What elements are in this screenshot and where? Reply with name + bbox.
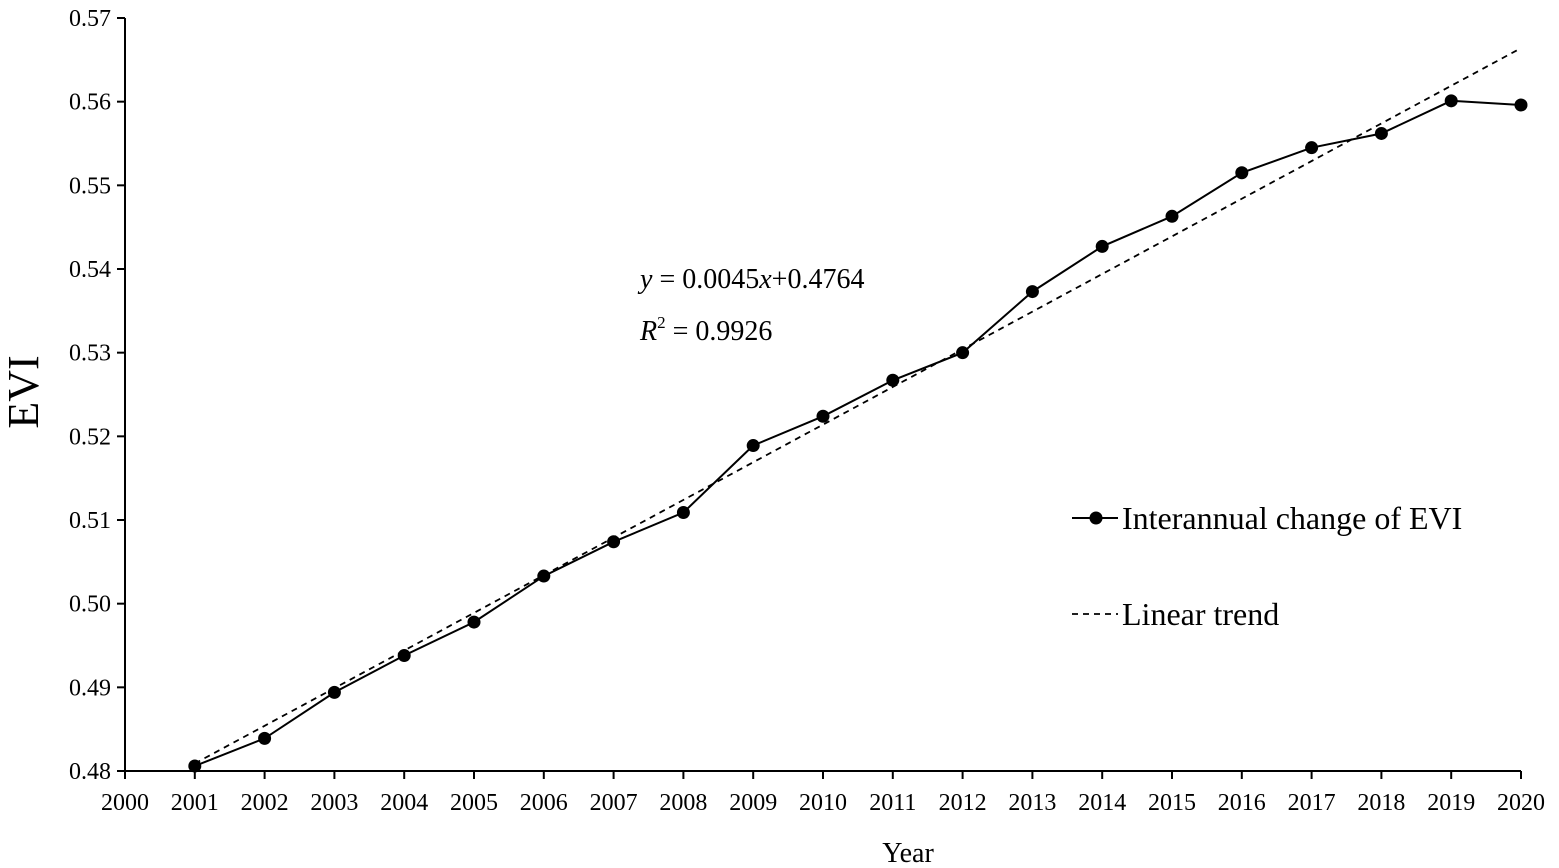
y-tick-label: 0.50 [69, 592, 111, 618]
x-tick-label: 2018 [1357, 790, 1405, 816]
trend-series [194, 47, 1522, 765]
legend-label-evi: Interannual change of EVI [1122, 500, 1462, 536]
y-tick-label: 0.55 [69, 173, 111, 199]
legend: Interannual change of EVI Linear trend [1072, 500, 1462, 632]
evi-data-point-2006 [537, 569, 551, 583]
x-tick-label: 2007 [590, 790, 638, 816]
x-tick-label: 2009 [729, 790, 777, 816]
evi-data-point-2008 [676, 505, 690, 519]
x-tick-label: 2019 [1427, 790, 1475, 816]
evi-data-point-2003 [327, 685, 341, 699]
y-tick-label: 0.54 [69, 257, 111, 283]
x-tick-label: 2000 [101, 790, 149, 816]
evi-data-point-2017 [1305, 141, 1319, 155]
y-tick-label: 0.48 [69, 759, 111, 785]
y-tick-label: 0.57 [69, 6, 111, 32]
x-tick-label: 2014 [1078, 790, 1126, 816]
x-tick-label: 2004 [380, 790, 428, 816]
evi-data-point-2010 [816, 409, 830, 423]
evi-data-point-2011 [886, 373, 900, 387]
x-tick-label: 2001 [171, 790, 219, 816]
legend-marker-evi [1089, 511, 1103, 525]
axes [124, 18, 1521, 772]
x-tick-label: 2006 [520, 790, 568, 816]
regression-equation: y = 0.0045x+0.4764 [637, 264, 864, 295]
x-tick-label: 2003 [310, 790, 358, 816]
r-squared-label: R2 = 0.9926 [639, 313, 772, 347]
x-axis-ticks: 2000 2001 2002 2003 2004 2005 2006 2007 2008 2009… [101, 771, 1545, 816]
x-tick-label: 2013 [1008, 790, 1056, 816]
evi-series [188, 94, 1528, 773]
x-tick-label: 2010 [799, 790, 847, 816]
y-tick-label: 0.51 [69, 508, 111, 534]
evi-data-point-2015 [1165, 209, 1179, 223]
x-tick-label: 2020 [1497, 790, 1545, 816]
x-axis-title: Year [882, 838, 934, 868]
evi-data-point-2002 [258, 731, 272, 745]
evi-data-point-2020 [1514, 98, 1528, 112]
evi-data-point-2014 [1095, 239, 1109, 253]
x-tick-label: 2016 [1218, 790, 1266, 816]
x-tick-label: 2005 [450, 790, 498, 816]
x-tick-label: 2011 [869, 790, 916, 816]
legend-label-trend: Linear trend [1122, 596, 1279, 632]
x-tick-label: 2017 [1288, 790, 1336, 816]
y-tick-label: 0.56 [69, 90, 111, 116]
y-axis-title: EVI [0, 355, 48, 428]
x-tick-label: 2002 [241, 790, 289, 816]
evi-data-point-2018 [1374, 126, 1388, 140]
x-tick-label: 2012 [939, 790, 987, 816]
evi-data-point-2019 [1444, 94, 1458, 108]
evi-data-point-2012 [956, 346, 970, 360]
evi-data-point-2001 [188, 759, 202, 773]
evi-data-point-2004 [397, 649, 411, 663]
evi-data-point-2005 [467, 615, 481, 629]
y-tick-label: 0.49 [69, 675, 111, 701]
evi-data-point-2013 [1025, 285, 1039, 299]
evi-data-point-2009 [746, 439, 760, 453]
x-tick-label: 2015 [1148, 790, 1196, 816]
y-tick-label: 0.52 [69, 424, 111, 450]
y-tick-label: 0.53 [69, 341, 111, 367]
evi-series-line [194, 99, 1522, 767]
evi-data-point-2016 [1235, 166, 1249, 180]
x-tick-label: 2008 [659, 790, 707, 816]
y-axis-ticks: 0.48 0.49 0.50 0.51 0.52 0.53 0.54 0.55 0.56 0.57 [69, 6, 125, 785]
evi-data-point-2007 [607, 535, 621, 549]
linear-trend-line [194, 47, 1522, 765]
